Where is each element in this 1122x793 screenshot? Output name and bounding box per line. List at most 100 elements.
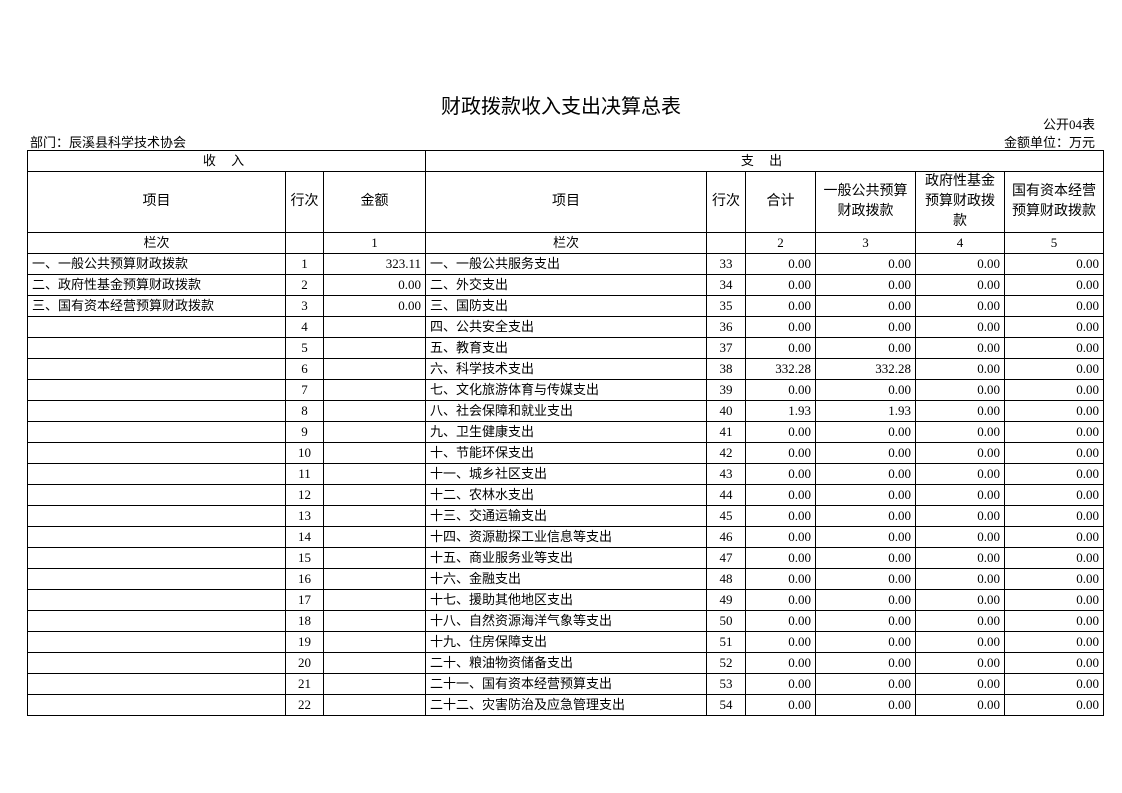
column-header: 一般公共预算财政拨款 — [815, 171, 917, 233]
table-cell: 0.00 — [915, 484, 1006, 506]
table-cell: 0.00 — [815, 442, 917, 464]
table-cell — [322, 505, 427, 527]
table-cell: 十四、资源勘探工业信息等支出 — [425, 526, 708, 548]
table-cell: 33 — [706, 253, 747, 275]
table-cell: 十九、住房保障支出 — [425, 631, 708, 653]
table-cell: 0.00 — [915, 274, 1006, 296]
table-cell — [322, 631, 427, 653]
table-cell: 0.00 — [745, 274, 817, 296]
table-cell: 0.00 — [1004, 337, 1105, 359]
index-cell: 2 — [745, 232, 817, 254]
table-cell: 7 — [285, 379, 324, 401]
title: 财政拨款收入支出决算总表 — [441, 96, 681, 118]
table-cell: 0.00 — [1004, 253, 1105, 275]
table-cell — [27, 589, 286, 611]
index-cell: 3 — [815, 232, 917, 254]
column-header: 项目 — [425, 171, 708, 233]
table-cell: 0.00 — [1004, 673, 1105, 695]
table-cell: 0.00 — [322, 295, 427, 317]
table-cell: 0.00 — [1004, 421, 1105, 443]
table-cell: 0.00 — [745, 547, 817, 569]
table-cell — [285, 232, 324, 254]
table-cell: 0.00 — [815, 652, 917, 674]
table-cell: 0.00 — [915, 253, 1006, 275]
table-cell: 0.00 — [815, 379, 917, 401]
table-cell — [27, 442, 286, 464]
table-cell — [27, 400, 286, 422]
table-cell: 0.00 — [815, 337, 917, 359]
table-cell — [27, 463, 286, 485]
table-cell — [27, 484, 286, 506]
table-cell: 0.00 — [915, 295, 1006, 317]
table-cell: 0.00 — [915, 463, 1006, 485]
table-cell: 0.00 — [915, 379, 1006, 401]
table-cell: 13 — [285, 505, 324, 527]
table-cell: 0.00 — [815, 316, 917, 338]
table-cell: 0.00 — [745, 295, 817, 317]
table-cell: 37 — [706, 337, 747, 359]
table-cell — [27, 421, 286, 443]
table-row: 20 二十、粮油物资储备支出 52 0.00 0.00 0.00 0.00 — [27, 652, 1105, 674]
table-cell — [27, 526, 286, 548]
table-cell: 七、文化旅游体育与传媒支出 — [425, 379, 708, 401]
table-cell: 0.00 — [815, 484, 917, 506]
table-cell: 十七、援助其他地区支出 — [425, 589, 708, 611]
table-cell: 0.00 — [1004, 652, 1105, 674]
table-cell: 0.00 — [915, 421, 1006, 443]
table-cell: 0.00 — [815, 631, 917, 653]
table-cell — [27, 610, 286, 632]
table-cell: 0.00 — [745, 253, 817, 275]
table-cell: 0.00 — [915, 610, 1006, 632]
table-cell: 0.00 — [745, 316, 817, 338]
table-cell: 一、一般公共预算财政拨款 — [27, 253, 286, 275]
table-cell: 十、节能环保支出 — [425, 442, 708, 464]
table-cell: 一、一般公共服务支出 — [425, 253, 708, 275]
table-cell: 0.00 — [1004, 694, 1105, 716]
table-cell — [322, 547, 427, 569]
table-row: 13 十三、交通运输支出 45 0.00 0.00 0.00 0.00 — [27, 505, 1105, 527]
table-row: 7 七、文化旅游体育与传媒支出 39 0.00 0.00 0.00 0.00 — [27, 379, 1105, 401]
table-cell: 0.00 — [1004, 274, 1105, 296]
table-cell: 54 — [706, 694, 747, 716]
budget-table: 收 入支 出项目 行次 金额 项目 行次 合计 一般公共预算财政拨款 政府性基金预算财政拨款国… — [26, 150, 1105, 716]
table-cell — [322, 316, 427, 338]
table-row: 4 四、公共安全支出 36 0.00 0.00 0.00 0.00 — [27, 316, 1105, 338]
index-cell: 4 — [915, 232, 1006, 254]
column-header: 金额 — [322, 171, 427, 233]
table-cell: 0.00 — [815, 694, 917, 716]
table-cell: 二十、粮油物资储备支出 — [425, 652, 708, 674]
table-cell: 39 — [706, 379, 747, 401]
table-cell: 0.00 — [1004, 316, 1105, 338]
table-row: 8 八、社会保障和就业支出 40 1.93 1.93 0.00 0.00 — [27, 400, 1105, 422]
column-header: 政府性基金预算财政拨款 — [915, 171, 1006, 233]
table-cell: 4 — [285, 316, 324, 338]
table-cell: 16 — [285, 568, 324, 590]
department: 部门：辰溪县科学技术协会 — [30, 135, 187, 150]
table-cell — [706, 232, 747, 254]
table-cell: 9 — [285, 421, 324, 443]
column-header: 项目 — [27, 171, 286, 233]
column-header: 行次 — [285, 171, 324, 233]
table-row: 栏次 1 栏次 2 3 4 5 — [27, 232, 1105, 254]
table-cell: 51 — [706, 631, 747, 653]
table-row: 5 五、教育支出 37 0.00 0.00 0.00 0.00 — [27, 337, 1105, 359]
table-cell: 12 — [285, 484, 324, 506]
table-cell: 50 — [706, 610, 747, 632]
table-cell: 0.00 — [1004, 526, 1105, 548]
table-cell: 0.00 — [1004, 505, 1105, 527]
table-cell: 38 — [706, 358, 747, 380]
table-cell — [27, 694, 286, 716]
table-cell — [322, 568, 427, 590]
table-cell: 0.00 — [745, 463, 817, 485]
table-cell — [27, 316, 286, 338]
table-cell: 十三、交通运输支出 — [425, 505, 708, 527]
table-cell: 0.00 — [915, 400, 1006, 422]
table-cell — [27, 505, 286, 527]
table-row: 12 十二、农林水支出 44 0.00 0.00 0.00 0.00 — [27, 484, 1105, 506]
table-cell: 0.00 — [815, 673, 917, 695]
table-cell: 22 — [285, 694, 324, 716]
table-cell: 19 — [285, 631, 324, 653]
table-cell: 0.00 — [915, 568, 1006, 590]
table-cell: 0.00 — [915, 673, 1006, 695]
table-cell: 0.00 — [745, 589, 817, 611]
